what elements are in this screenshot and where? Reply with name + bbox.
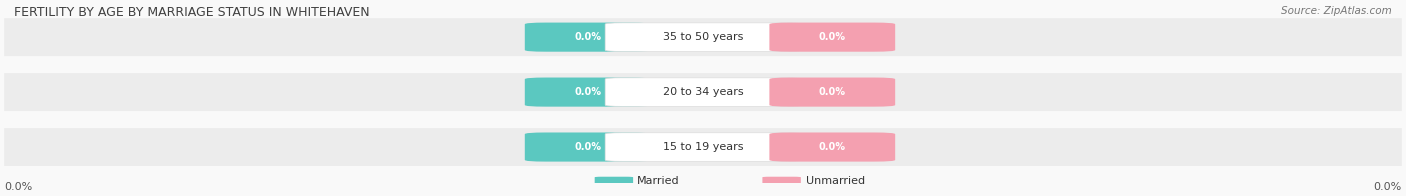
FancyBboxPatch shape [762, 177, 801, 184]
FancyBboxPatch shape [4, 73, 1402, 111]
Text: Married: Married [637, 176, 679, 186]
FancyBboxPatch shape [605, 78, 801, 106]
Text: 35 to 50 years: 35 to 50 years [662, 32, 744, 42]
FancyBboxPatch shape [769, 132, 896, 162]
FancyBboxPatch shape [524, 78, 651, 107]
Text: 0.0%: 0.0% [818, 142, 846, 152]
FancyBboxPatch shape [524, 23, 651, 52]
Text: 0.0%: 0.0% [574, 32, 602, 42]
Text: FERTILITY BY AGE BY MARRIAGE STATUS IN WHITEHAVEN: FERTILITY BY AGE BY MARRIAGE STATUS IN W… [14, 6, 370, 19]
Text: Unmarried: Unmarried [807, 176, 866, 186]
Text: 0.0%: 0.0% [574, 142, 602, 152]
FancyBboxPatch shape [605, 133, 801, 161]
FancyBboxPatch shape [595, 177, 633, 184]
Text: 20 to 34 years: 20 to 34 years [662, 87, 744, 97]
Text: 0.0%: 0.0% [1374, 182, 1402, 192]
FancyBboxPatch shape [4, 128, 1402, 166]
FancyBboxPatch shape [605, 23, 801, 51]
FancyBboxPatch shape [4, 18, 1402, 56]
Text: 0.0%: 0.0% [818, 32, 846, 42]
FancyBboxPatch shape [524, 132, 651, 162]
Text: 15 to 19 years: 15 to 19 years [662, 142, 744, 152]
Text: 0.0%: 0.0% [4, 182, 32, 192]
FancyBboxPatch shape [769, 78, 896, 107]
Text: 0.0%: 0.0% [574, 87, 602, 97]
FancyBboxPatch shape [769, 23, 896, 52]
Text: 0.0%: 0.0% [818, 87, 846, 97]
Text: Source: ZipAtlas.com: Source: ZipAtlas.com [1281, 6, 1392, 16]
